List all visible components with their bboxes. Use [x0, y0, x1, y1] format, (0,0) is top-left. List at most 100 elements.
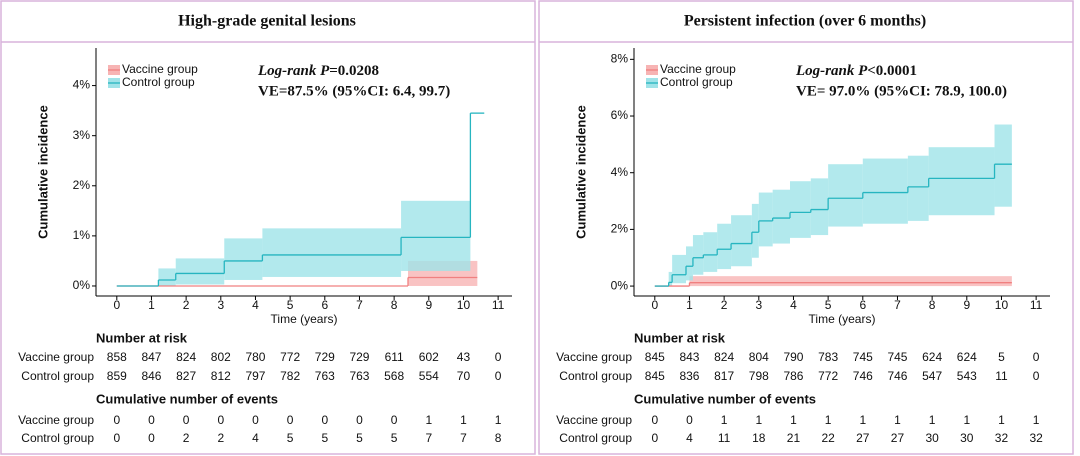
x-tick-label: 8	[391, 298, 398, 312]
table-cell: 18	[752, 431, 766, 445]
table-cell: 1	[825, 413, 832, 427]
table-cell: 4	[686, 431, 693, 445]
table-cell: 0	[651, 431, 658, 445]
table-cell: 1	[998, 413, 1005, 427]
confidence-band	[828, 164, 863, 227]
log-rank-annotation: Log-rank P=0.0208	[257, 63, 379, 79]
table-row-name: Control group	[21, 369, 94, 383]
table-cell: 845	[645, 350, 665, 364]
table-cell: 0	[183, 413, 190, 427]
x-tick-label: 5	[287, 298, 294, 312]
table-cell: 798	[749, 369, 769, 383]
confidence-band	[703, 232, 718, 272]
table-cell: 786	[783, 369, 803, 383]
x-tick-label: 7	[894, 298, 901, 312]
table-row-name: Control group	[21, 431, 94, 445]
table-cell: 804	[749, 350, 769, 364]
table-cell: 824	[176, 350, 196, 364]
table-cell: 1	[1033, 413, 1040, 427]
log-rank-test: Log-rank P	[795, 63, 868, 79]
confidence-band	[224, 238, 263, 280]
table-cell: 746	[887, 369, 907, 383]
confidence-band	[686, 246, 693, 281]
table-cell: 1	[721, 413, 728, 427]
legend-label: Control group	[660, 75, 733, 89]
table-cell: 843	[679, 350, 699, 364]
table-row-name: Vaccine group	[18, 413, 94, 427]
table-cell: 611	[385, 350, 404, 364]
table-cell: 5	[287, 431, 294, 445]
table-cell: 21	[787, 431, 801, 445]
confidence-band	[672, 254, 686, 284]
table-cell: 2	[183, 431, 190, 445]
table-cell: 772	[280, 350, 300, 364]
table-cell: 817	[714, 369, 734, 383]
y-tick-label: 2%	[73, 178, 91, 192]
x-tick-label: 6	[321, 298, 328, 312]
y-tick-label: 0%	[611, 278, 629, 292]
x-tick-label: 0	[651, 298, 658, 312]
table-title: Number at risk	[96, 330, 188, 345]
panel-title: Persistent infection (over 6 months)	[684, 13, 926, 30]
table-cell: 782	[280, 369, 300, 383]
panel-border	[0, 0, 536, 455]
table-cell: 624	[922, 350, 942, 364]
table-cell: 554	[419, 369, 439, 383]
table-cell: 772	[818, 369, 838, 383]
table-cell: 847	[141, 350, 161, 364]
table-cell: 0	[391, 413, 398, 427]
y-tick-label: 2%	[611, 222, 629, 236]
y-tick-label: 3%	[73, 128, 91, 142]
table-cell: 0	[686, 413, 693, 427]
table-cell: 745	[853, 350, 873, 364]
x-tick-label: 6	[859, 298, 866, 312]
x-tick-label: 2	[183, 298, 190, 312]
legend-label: Control group	[122, 75, 195, 89]
table-cell: 858	[107, 350, 127, 364]
confidence-band	[862, 158, 908, 224]
table-cell: 0	[148, 431, 155, 445]
ve-annotation: VE= 97.0% (95%CI: 78.9, 100.0)	[796, 83, 1007, 99]
panel-border	[538, 0, 1074, 455]
x-tick-label: 3	[217, 298, 224, 312]
table-cell: 0	[252, 413, 259, 427]
table-cell: 745	[887, 350, 907, 364]
table-cell: 5	[356, 431, 363, 445]
table-cell: 1	[859, 413, 866, 427]
table-title: Cumulative number of events	[634, 391, 816, 406]
table-cell: 824	[714, 350, 734, 364]
x-tick-label: 5	[825, 298, 832, 312]
table-cell: 845	[645, 369, 665, 383]
table-cell: 0	[113, 431, 120, 445]
table-cell: 32	[995, 431, 1009, 445]
confidence-band	[772, 189, 790, 244]
confidence-band	[175, 258, 225, 285]
table-cell: 790	[783, 350, 803, 364]
confidence-band	[790, 181, 811, 238]
table-cell: 602	[419, 350, 439, 364]
table-row-name: Control group	[559, 431, 632, 445]
confidence-band	[994, 124, 1012, 207]
table-cell: 1	[460, 413, 467, 427]
x-tick-label: 7	[356, 298, 363, 312]
table-cell: 729	[315, 350, 335, 364]
table-cell: 1	[790, 413, 797, 427]
table-cell: 1	[495, 413, 502, 427]
table-cell: 11	[718, 431, 731, 445]
table-cell: 763	[315, 369, 335, 383]
confidence-band	[158, 268, 176, 286]
table-cell: 7	[460, 431, 467, 445]
table-cell: 27	[856, 431, 870, 445]
table-cell: 543	[957, 369, 977, 383]
panel-title: High-grade genital lesions	[178, 13, 356, 30]
confidence-band	[689, 276, 1012, 287]
y-tick-label: 6%	[611, 108, 629, 122]
y-tick-label: 0%	[73, 278, 91, 292]
table-cell: 32	[1029, 431, 1043, 445]
table-cell: 70	[457, 369, 471, 383]
table-cell: 1	[894, 413, 901, 427]
table-cell: 4	[252, 431, 259, 445]
